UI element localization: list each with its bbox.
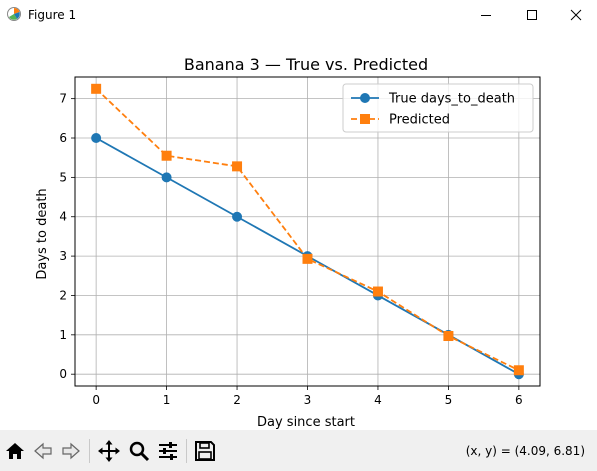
x-tick-label: 4 [374, 393, 382, 407]
window-titlebar: Figure 1 [0, 0, 597, 30]
x-tick-label: 5 [445, 393, 453, 407]
pan-button[interactable] [96, 438, 122, 464]
x-tick-label: 3 [304, 393, 312, 407]
cursor-coordinates: (x, y) = (4.09, 6.81) [465, 444, 585, 458]
close-icon [570, 9, 582, 21]
y-tick-label: 6 [59, 131, 67, 145]
pan-move-icon [98, 440, 120, 462]
grid [75, 77, 540, 386]
x-tick-label: 2 [233, 393, 241, 407]
forward-button[interactable] [58, 438, 84, 464]
y-tick-label: 5 [59, 170, 67, 184]
minimize-button[interactable] [463, 0, 509, 30]
legend-marker-0 [360, 93, 370, 103]
x-tick-label: 1 [163, 393, 171, 407]
configure-subplots-button[interactable] [155, 438, 181, 464]
home-button[interactable] [2, 438, 28, 464]
chart-title: Banana 3 — True vs. Predicted [184, 55, 428, 74]
data-point-series-1 [232, 161, 243, 172]
y-tick-label: 1 [59, 328, 67, 342]
y-tick-label: 4 [59, 210, 67, 224]
plot-series [91, 83, 524, 380]
legend-label-0: True days_to_death [388, 92, 515, 107]
maximize-button[interactable] [509, 0, 555, 30]
data-point-series-0 [161, 172, 172, 183]
minimize-icon [481, 15, 491, 16]
navigation-toolbar: (x, y) = (4.09, 6.81) [0, 430, 597, 471]
save-disk-icon [195, 441, 215, 461]
data-point-series-1 [513, 365, 524, 376]
configure-subplots-icon [159, 442, 177, 460]
y-tick-label: 2 [59, 288, 67, 302]
toolbar-separator [186, 439, 187, 463]
x-axis-label: Day since start [257, 415, 355, 430]
x-tick-label: 0 [92, 393, 100, 407]
data-point-series-1 [91, 83, 102, 94]
y-tick-label: 3 [59, 249, 67, 263]
legend-box [342, 83, 534, 133]
zoom-magnifier-icon [129, 441, 150, 462]
y-tick-label: 0 [59, 367, 67, 381]
y-tick-label: 7 [59, 92, 67, 106]
back-button[interactable] [30, 438, 56, 464]
zoom-button[interactable] [126, 438, 152, 464]
data-point-series-1 [161, 150, 172, 161]
maximize-icon [527, 10, 537, 20]
data-point-series-1 [372, 286, 383, 297]
window-title: Figure 1 [28, 8, 77, 22]
data-point-series-0 [91, 133, 102, 144]
data-point-series-0 [232, 211, 243, 222]
axes-frame [74, 76, 541, 387]
legend: True days_to_death Predicted [342, 83, 534, 133]
x-axis-ticks: 0 1 2 3 4 5 6 [92, 386, 523, 407]
save-button[interactable] [192, 438, 218, 464]
data-point-series-1 [443, 331, 454, 342]
home-icon [6, 443, 24, 459]
forward-arrow-icon [62, 442, 80, 460]
figure-canvas[interactable]: 0 1 2 3 4 5 6 0 1 2 3 4 5 6 7 Banana 3 — True vs. Pre… [0, 30, 597, 430]
toolbar-separator [89, 439, 90, 463]
line-chart[interactable]: 0 1 2 3 4 5 6 0 1 2 3 4 5 6 7 Banana 3 — True vs. Pre… [0, 30, 597, 430]
matplotlib-logo-icon [7, 7, 21, 21]
y-axis-ticks: 0 1 2 3 4 5 6 7 [59, 92, 75, 381]
data-point-series-1 [302, 253, 313, 264]
back-arrow-icon [34, 442, 52, 460]
legend-marker-1 [360, 114, 370, 124]
close-button[interactable] [553, 0, 597, 30]
y-axis-label: Days to death [35, 188, 50, 279]
x-tick-label: 6 [515, 393, 523, 407]
legend-label-1: Predicted [389, 113, 450, 128]
